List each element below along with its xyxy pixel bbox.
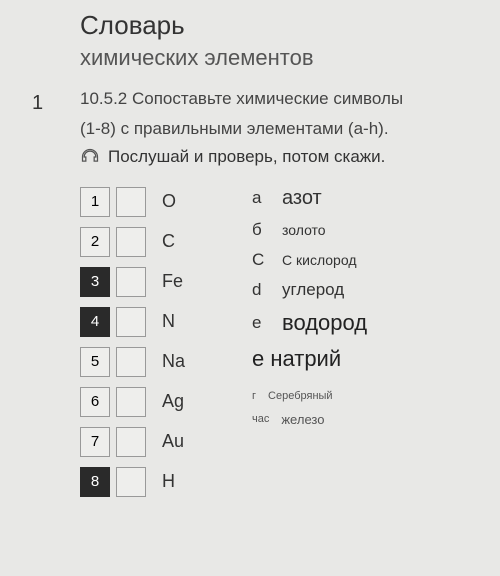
symbol-1: O [162, 191, 192, 212]
answer-letter-c: С [252, 250, 270, 270]
number-box-6: 6 [80, 387, 110, 417]
symbol-row: 6 Ag [80, 387, 192, 417]
answer-box-7[interactable] [116, 427, 146, 457]
answer-letter-e: е [252, 313, 270, 333]
answer-box-5[interactable] [116, 347, 146, 377]
answer-text-e: водород [282, 310, 367, 336]
answer-row: d углерод [252, 280, 367, 300]
answer-text-b: золото [282, 222, 326, 238]
number-box-1: 1 [80, 187, 110, 217]
number-box-2: 2 [80, 227, 110, 257]
page-subtitle: химических элементов [80, 45, 470, 71]
number-box-3: 3 [80, 267, 110, 297]
answer-box-6[interactable] [116, 387, 146, 417]
answer-letter-g: г [252, 390, 256, 402]
symbol-7: Au [162, 431, 192, 452]
page-title: Словарь [80, 10, 470, 41]
answer-row: е натрий [252, 346, 367, 372]
symbol-row: 7 Au [80, 427, 192, 457]
symbol-row: 3 Fe [80, 267, 192, 297]
number-box-7: 7 [80, 427, 110, 457]
answers-column: а азот б золото С С кислород d углерод е… [252, 187, 367, 497]
answer-box-8[interactable] [116, 467, 146, 497]
answer-row: а азот [252, 187, 367, 210]
instruction-line-2: (1-8) с правильными элементами (a-h). [80, 117, 470, 141]
answer-box-4[interactable] [116, 307, 146, 337]
answer-text-c: С кислород [282, 252, 357, 268]
answer-letter-d: d [252, 280, 270, 300]
answer-row: е водород [252, 310, 367, 336]
symbol-3: Fe [162, 271, 192, 292]
answer-text-h: железо [281, 412, 324, 427]
number-box-8: 8 [80, 467, 110, 497]
symbol-8: H [162, 471, 192, 492]
answer-box-3[interactable] [116, 267, 146, 297]
symbol-4: N [162, 311, 192, 332]
answer-row: г Серебряный [252, 390, 367, 402]
instruction-line-1: 10.5.2 Сопоставьте химические символы [80, 87, 470, 111]
symbols-column: 1 O 2 C 3 Fe 4 N 5 Na 6 Ag [80, 187, 192, 497]
answer-text-f: е натрий [252, 346, 341, 372]
symbol-row: 4 N [80, 307, 192, 337]
answer-row: С С кислород [252, 250, 367, 270]
content-area: 1 O 2 C 3 Fe 4 N 5 Na 6 Ag [80, 187, 470, 497]
task-number: 1 [32, 92, 43, 115]
symbol-5: Na [162, 351, 192, 372]
answer-text-d: углерод [282, 280, 344, 300]
answer-row: час железо [252, 412, 367, 427]
answer-text-a: азот [282, 187, 322, 210]
listen-row: Послушай и проверь, потом скажи. [80, 147, 470, 167]
answer-letter-h: час [252, 413, 269, 425]
answer-row: б золото [252, 220, 367, 240]
symbol-row: 5 Na [80, 347, 192, 377]
number-box-5: 5 [80, 347, 110, 377]
answer-text-g: Серебряный [268, 390, 333, 402]
number-box-4: 4 [80, 307, 110, 337]
answer-letter-a: а [252, 188, 270, 208]
symbol-2: C [162, 231, 192, 252]
symbol-row: 2 C [80, 227, 192, 257]
symbol-6: Ag [162, 391, 192, 412]
symbol-row: 8 H [80, 467, 192, 497]
headphone-icon [80, 147, 100, 167]
listen-text: Послушай и проверь, потом скажи. [108, 147, 385, 167]
answer-box-1[interactable] [116, 187, 146, 217]
symbol-row: 1 O [80, 187, 192, 217]
answer-box-2[interactable] [116, 227, 146, 257]
answer-letter-b: б [252, 220, 270, 240]
